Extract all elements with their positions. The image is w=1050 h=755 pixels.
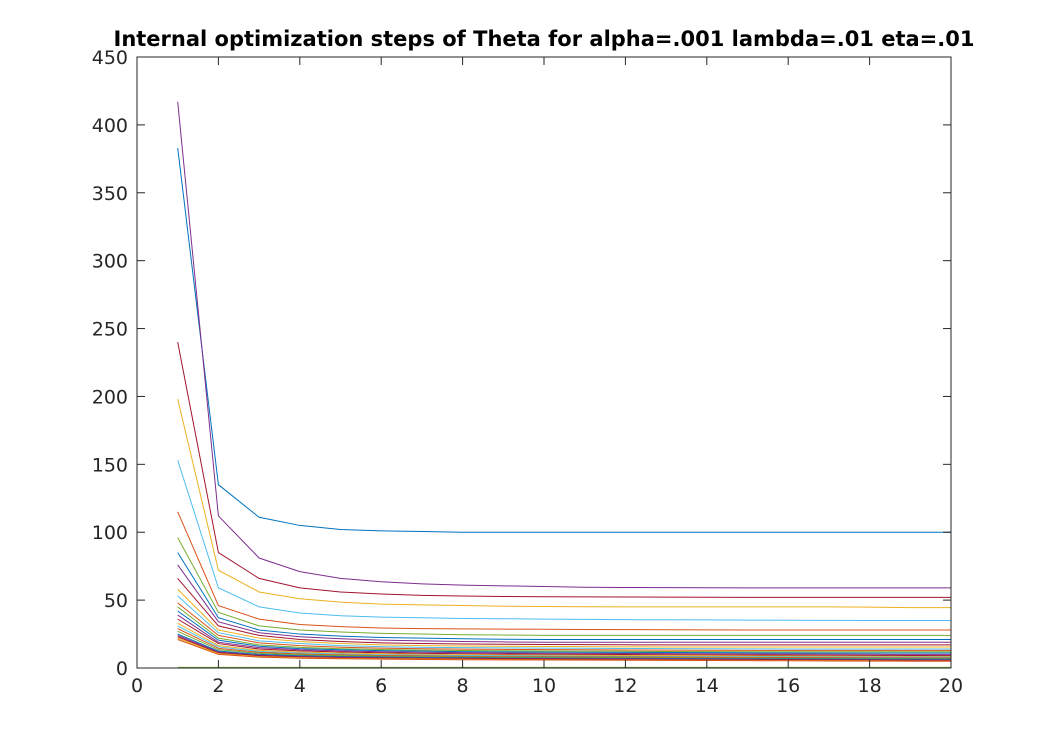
- x-tick-label: 18: [858, 675, 882, 697]
- series-line-13: [177, 602, 951, 651]
- series-line-17: [177, 618, 952, 657]
- series-line-15: [177, 610, 951, 654]
- y-tick-label: 300: [92, 251, 128, 273]
- series-line-16: [177, 614, 951, 655]
- x-tick-label: 16: [776, 675, 800, 697]
- series-line-10: [177, 578, 951, 646]
- series-line-19: [177, 625, 951, 658]
- plot-area: [137, 57, 951, 668]
- series-line-12: [177, 595, 951, 650]
- series-line-2: [177, 101, 951, 589]
- series-layer: [177, 101, 952, 668]
- x-tick-label: 8: [457, 675, 469, 697]
- x-tick-label: 10: [532, 675, 556, 697]
- series-line-24: [177, 636, 952, 662]
- series-line-5: [177, 460, 951, 621]
- chart-title: Internal optimization steps of Theta for…: [114, 27, 975, 51]
- series-line-26: [177, 639, 951, 662]
- y-axis-ticks: 0 50 100 150 200 250 300 350 400 450: [92, 47, 951, 680]
- y-tick-label: 400: [92, 115, 128, 137]
- y-tick-label: 100: [92, 522, 128, 544]
- series-line-4: [177, 399, 951, 609]
- y-tick-label: 250: [92, 319, 128, 341]
- series-line-8: [177, 552, 951, 640]
- x-tick-label: 20: [939, 675, 963, 697]
- series-line-22: [177, 633, 951, 660]
- series-line-1: [177, 147, 951, 533]
- y-tick-label: 450: [92, 47, 128, 69]
- series-line-20: [177, 628, 951, 659]
- y-tick-label: 150: [92, 454, 128, 476]
- series-line-9: [177, 564, 951, 643]
- series-line-21: [177, 630, 951, 659]
- x-tick-label: 0: [131, 675, 143, 697]
- y-tick-label: 350: [92, 183, 128, 205]
- x-tick-label: 4: [294, 675, 306, 697]
- series-line-7: [177, 537, 951, 636]
- x-tick-label: 2: [212, 675, 224, 697]
- series-line-18: [177, 622, 951, 657]
- x-tick-label: 12: [613, 675, 637, 697]
- series-line-6: [177, 511, 951, 631]
- x-tick-label: 14: [695, 675, 719, 697]
- y-tick-label: 50: [104, 590, 128, 612]
- y-tick-label: 0: [116, 658, 128, 680]
- x-axis-ticks: 0 2 4 6 8 10 12 14 16 18 20: [131, 57, 963, 697]
- series-line-14: [177, 606, 951, 653]
- series-line-23: [177, 634, 951, 661]
- y-tick-label: 200: [92, 386, 128, 408]
- series-line-3: [177, 342, 951, 598]
- x-tick-label: 6: [375, 675, 387, 697]
- series-line-11: [177, 588, 951, 648]
